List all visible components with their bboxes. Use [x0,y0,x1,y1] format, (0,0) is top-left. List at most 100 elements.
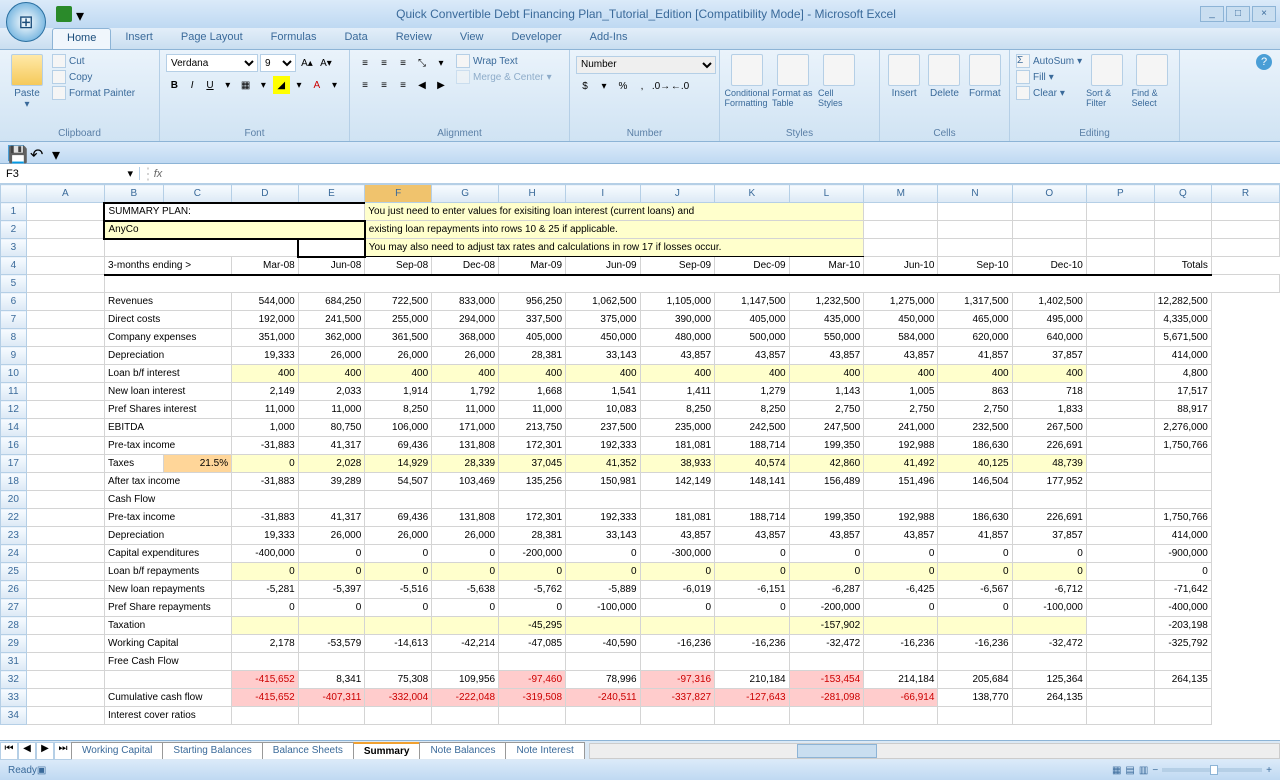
cell-E11[interactable]: 1,914 [365,383,432,401]
cell-M17[interactable]: 41,492 [864,455,938,473]
cell-D1[interactable] [864,203,938,221]
cell-D22[interactable]: 41,317 [298,509,365,527]
cell-E18[interactable]: 54,507 [365,473,432,491]
tab-insert[interactable]: Insert [111,28,167,49]
cell-E20[interactable] [365,491,432,509]
prev-sheet-button[interactable]: ◀ [18,742,36,760]
cell-A22[interactable] [26,509,104,527]
cell-F3[interactable] [938,239,1012,257]
autosum-button[interactable]: ΣAutoSum ▾ [1016,54,1082,68]
cell-M27[interactable]: 0 [938,599,1012,617]
cell-D27[interactable]: 0 [298,599,365,617]
cell-D14[interactable]: 80,750 [298,419,365,437]
cell-K28[interactable]: -157,902 [789,617,864,635]
align-top-button[interactable]: ≡ [356,54,374,72]
cell-J22[interactable]: 188,714 [715,509,790,527]
row-header-32[interactable]: 32 [1,671,27,689]
cell-A11[interactable] [26,383,104,401]
cell-M11[interactable]: 863 [938,383,1012,401]
cell-I11[interactable]: 1,411 [640,383,715,401]
cell-I4[interactable]: Sep-09 [640,257,715,275]
cell-E31[interactable] [365,653,432,671]
zoom-slider[interactable] [1162,768,1262,772]
cell-C12[interactable]: 11,000 [232,401,299,419]
col-header-G[interactable]: G [432,185,499,203]
cell-I34[interactable] [640,707,715,725]
cell-C11[interactable]: 2,149 [232,383,299,401]
cell-G10[interactable]: 400 [499,365,566,383]
cell-B20[interactable]: Cash Flow [104,491,231,509]
cell-J31[interactable] [715,653,790,671]
cell-M9[interactable]: 41,857 [938,347,1012,365]
cell-A5[interactable] [26,275,104,293]
cell-G20[interactable] [499,491,566,509]
col-header-R[interactable]: R [1211,185,1279,203]
col-header-B[interactable]: B [104,185,163,203]
cell-J17[interactable]: 38,933 [640,455,715,473]
cell-F10[interactable]: 400 [432,365,499,383]
cell-O29[interactable] [1086,635,1154,653]
cell-M6[interactable]: 1,317,500 [938,293,1012,311]
cell-E2[interactable] [938,221,1012,239]
cell-J16[interactable]: 188,714 [715,437,790,455]
cell-J23[interactable]: 43,857 [715,527,790,545]
cell-D7[interactable]: 241,500 [298,311,365,329]
cell-O31[interactable] [1086,653,1154,671]
tab-data[interactable]: Data [330,28,381,49]
find-select-button[interactable]: Find & Select [1132,54,1173,108]
cell-B34[interactable]: Interest cover ratios [104,707,231,725]
cell-B14[interactable]: EBITDA [104,419,231,437]
cell-O6[interactable] [1086,293,1154,311]
cell-P23[interactable]: 414,000 [1154,527,1211,545]
cell-M16[interactable]: 186,630 [938,437,1012,455]
row-header-18[interactable]: 18 [1,473,27,491]
cell-O20[interactable] [1086,491,1154,509]
cell-F18[interactable]: 103,469 [432,473,499,491]
cell-A23[interactable] [26,527,104,545]
cell-F23[interactable]: 26,000 [432,527,499,545]
cell-O22[interactable] [1086,509,1154,527]
cell-M24[interactable]: 0 [938,545,1012,563]
cell-E28[interactable] [365,617,432,635]
cell-L31[interactable] [864,653,938,671]
cell-E7[interactable]: 255,000 [365,311,432,329]
cell-M32[interactable]: 205,684 [938,671,1012,689]
number-format-select[interactable]: Number [576,56,716,74]
decrease-decimal-button[interactable]: ←.0 [671,78,689,96]
cell-I10[interactable]: 400 [640,365,715,383]
cell-H3[interactable] [1086,239,1154,257]
cell-J24[interactable]: 0 [715,545,790,563]
cell-I6[interactable]: 1,105,000 [640,293,715,311]
cell-N12[interactable]: 1,833 [1012,401,1086,419]
cell-P11[interactable]: 17,517 [1154,383,1211,401]
cell-A17[interactable] [26,455,104,473]
cell-G7[interactable]: 337,500 [499,311,566,329]
row-header-29[interactable]: 29 [1,635,27,653]
cell-O24[interactable] [1086,545,1154,563]
cell-B32[interactable] [104,671,231,689]
cell-K22[interactable]: 199,350 [789,509,864,527]
cell-G11[interactable]: 1,668 [499,383,566,401]
row-header-27[interactable]: 27 [1,599,27,617]
cell-G28[interactable]: -45,295 [499,617,566,635]
cell-G17[interactable]: 28,339 [432,455,499,473]
cell-P20[interactable] [1154,491,1211,509]
cell-A29[interactable] [26,635,104,653]
cell-A20[interactable] [26,491,104,509]
italic-button[interactable]: I [184,76,201,94]
cell-E14[interactable]: 106,000 [365,419,432,437]
cell-L9[interactable]: 43,857 [864,347,938,365]
cell-B17[interactable]: Taxes [104,455,163,473]
name-box[interactable]: F3▾ [0,167,140,180]
cell-E34[interactable] [365,707,432,725]
cell-O28[interactable] [1086,617,1154,635]
cell-I24[interactable]: -300,000 [640,545,715,563]
cell-E23[interactable]: 26,000 [365,527,432,545]
cell-F22[interactable]: 131,808 [432,509,499,527]
cell-J20[interactable] [715,491,790,509]
cell-C23[interactable]: 19,333 [232,527,299,545]
sheet-tab-starting-balances[interactable]: Starting Balances [162,742,262,759]
paste-button[interactable]: Paste▾ [6,54,48,110]
cell-B31[interactable]: Free Cash Flow [104,653,231,671]
align-right-button[interactable]: ≡ [394,76,412,94]
